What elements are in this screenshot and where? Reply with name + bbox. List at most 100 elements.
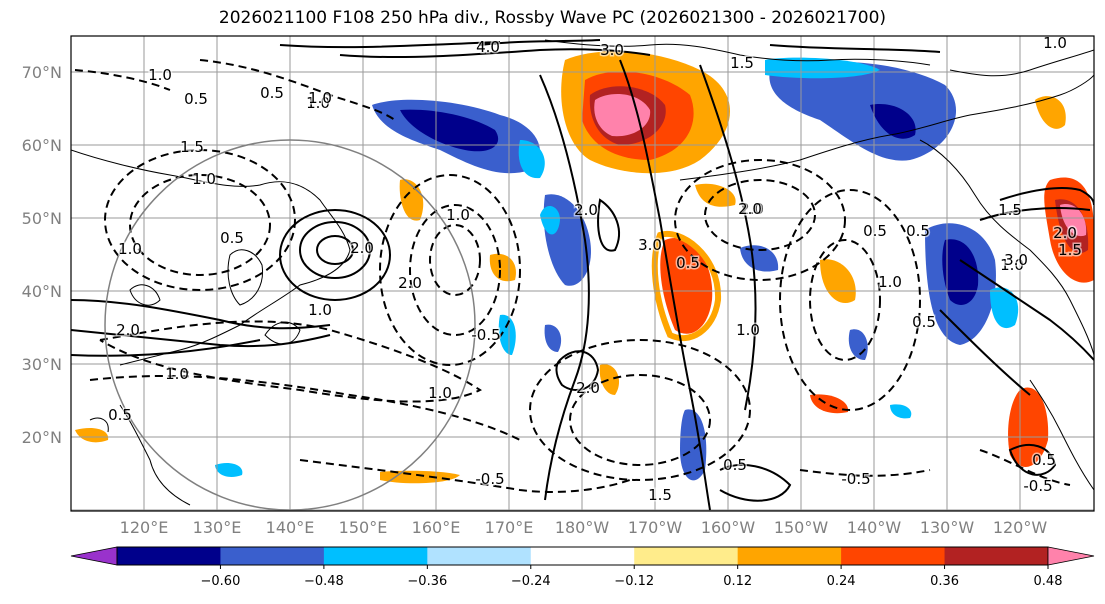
colorbar-segment: [530, 547, 635, 565]
lon-label: 120°E: [120, 518, 169, 537]
contour-label: 1.0: [428, 384, 452, 402]
colorbar-max-arrow: [1047, 546, 1095, 566]
colorbar-label: 0.36: [930, 574, 959, 589]
contour-label: 2.0: [398, 274, 422, 292]
colorbar-label: −0.36: [407, 574, 447, 589]
contour-label: 2.0: [350, 239, 374, 257]
lon-label: 120°W: [993, 518, 1048, 537]
lon-label: 150°E: [339, 518, 388, 537]
negative-anomaly-patch: [498, 314, 516, 355]
negative-anomaly-patch: [680, 409, 707, 481]
negative-anomaly-east-edge: [990, 287, 1019, 329]
negative-anomaly-northwest-edge: [518, 140, 545, 179]
colorbar-label: −0.48: [304, 574, 344, 589]
contour-label: 0.5: [906, 222, 930, 240]
contour-label: 1.0: [878, 273, 902, 291]
contour-label: 4.0: [476, 38, 500, 56]
page-title: 2026021100 F108 250 hPa div., Rossby Wav…: [218, 8, 887, 28]
colorbar-segment: [841, 547, 946, 565]
contour-label: 1.0: [1000, 256, 1024, 274]
colorbar-label: 0.12: [723, 574, 752, 589]
colorbar-label: 0.24: [827, 574, 856, 589]
colorbar-label: −0.24: [511, 574, 551, 589]
positive-anomaly-central: [660, 238, 713, 334]
contour-label: 0.5: [184, 90, 208, 108]
contour-label: 1.0: [118, 240, 142, 258]
positive-anomaly-north-peak: [594, 94, 651, 137]
anomaly-fills: [75, 51, 1094, 484]
contour-label: 0.5: [676, 254, 700, 272]
positive-anomaly-patch: [75, 428, 109, 443]
negative-anomaly-patch: [740, 245, 779, 272]
contour-label: 1.0: [308, 89, 332, 107]
contour-label: 1.0: [148, 66, 172, 84]
contour-label: -0.5: [841, 470, 870, 488]
positive-anomaly-patch: [820, 259, 856, 304]
contour-label: -0.5: [1023, 477, 1052, 495]
contour-label: 1.0: [308, 301, 332, 319]
negative-anomaly-patch: [544, 324, 562, 352]
negative-anomaly-central-edge: [540, 205, 560, 235]
contour-label: 0.5: [912, 313, 936, 331]
colorbar: −0.60 −0.48 −0.36 −0.24 −0.12 0.12 0.24 0.36 0.4…: [70, 546, 1095, 589]
contour-label: 0.5: [108, 406, 132, 424]
lat-label: 30°N: [22, 355, 62, 374]
contour-label: 2.0: [576, 379, 600, 397]
contour-label: 1.0: [165, 365, 189, 383]
colorbar-label: −0.12: [614, 574, 654, 589]
contour-label: 1.5: [1058, 241, 1082, 259]
contour-label: 2.0: [574, 201, 598, 219]
colorbar-segment: [634, 547, 739, 565]
solid-contours: [71, 39, 1094, 511]
positive-anomaly-patch: [599, 364, 620, 395]
contour-label: 3.0: [638, 236, 662, 254]
colorbar-segment: [944, 547, 1049, 565]
contour-label: -0.5: [471, 326, 500, 344]
contour-label: 2.0: [1053, 224, 1077, 242]
negative-anomaly-east-core: [942, 239, 979, 305]
longitude-labels: 120°E 130°E 140°E 150°E 160°E 170°E 180°…: [120, 518, 1048, 537]
contour-label: 2.0: [116, 321, 140, 339]
contour-label: 3.0: [600, 41, 624, 59]
graticule: [71, 36, 1094, 511]
negative-anomaly-northeast-core: [870, 104, 916, 139]
contour-label: 1.5: [730, 54, 754, 72]
contour-label: 0.5: [260, 84, 284, 102]
colorbar-segment: [737, 547, 842, 565]
negative-anomaly-northwest-core: [400, 109, 499, 152]
lon-label: 150°W: [774, 518, 829, 537]
contour-label: 1.5: [998, 201, 1022, 219]
contour-label: 0.5: [1032, 451, 1056, 469]
contour-label: 1.0: [736, 321, 760, 339]
contour-label: 3.0: [1004, 251, 1028, 269]
reference-circle: [104, 139, 476, 511]
lon-label: 140°E: [266, 518, 315, 537]
colorbar-min-arrow: [70, 546, 118, 566]
colorbar-segment: [117, 547, 221, 565]
latitude-labels: 70°N 60°N 50°N 40°N 30°N 20°N: [22, 63, 62, 447]
map-frame: [70, 35, 1095, 512]
lon-label: 140°W: [847, 518, 902, 537]
colorbar-segment: [220, 547, 325, 565]
lat-label: 70°N: [22, 63, 62, 82]
lat-label: 60°N: [22, 136, 62, 155]
lat-label: 20°N: [22, 428, 62, 447]
lon-label: 160°W: [701, 518, 756, 537]
negative-anomaly-northeast-edge: [765, 57, 880, 79]
positive-anomaly-patch: [399, 179, 424, 221]
lon-label: 130°W: [920, 518, 975, 537]
colorbar-segment: [323, 547, 428, 565]
dashed-contours: [74, 59, 1071, 493]
lon-label: 130°E: [193, 518, 242, 537]
lat-label: 50°N: [22, 209, 62, 228]
lat-label: 40°N: [22, 282, 62, 301]
contour-label: 0.5: [220, 229, 244, 247]
contour-label: 0.5: [863, 222, 887, 240]
contour-label: 1.5: [180, 138, 204, 156]
contour-label: 1.0: [446, 206, 470, 224]
contour-label: 2.0: [740, 200, 764, 218]
coastlines: [71, 39, 1094, 506]
contour-label-group: 4.0 3.0 1.5 1.0 1.0 0.5 0.5 1.0 1.5 1.0 2.0 2.0 1.0 0…: [107, 36, 1084, 506]
positive-anomaly-east-coast-peak: [1060, 204, 1087, 237]
